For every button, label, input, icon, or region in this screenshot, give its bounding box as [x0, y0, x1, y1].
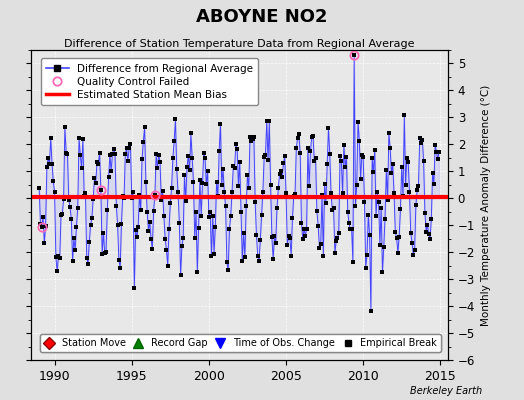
Text: ABOYNE NO2: ABOYNE NO2	[196, 8, 328, 26]
Legend: Station Move, Record Gap, Time of Obs. Change, Empirical Break: Station Move, Record Gap, Time of Obs. C…	[40, 334, 441, 352]
Y-axis label: Monthly Temperature Anomaly Difference (°C): Monthly Temperature Anomaly Difference (…	[481, 84, 490, 326]
Title: Difference of Station Temperature Data from Regional Average: Difference of Station Temperature Data f…	[64, 39, 415, 49]
Text: Berkeley Earth: Berkeley Earth	[410, 386, 482, 396]
